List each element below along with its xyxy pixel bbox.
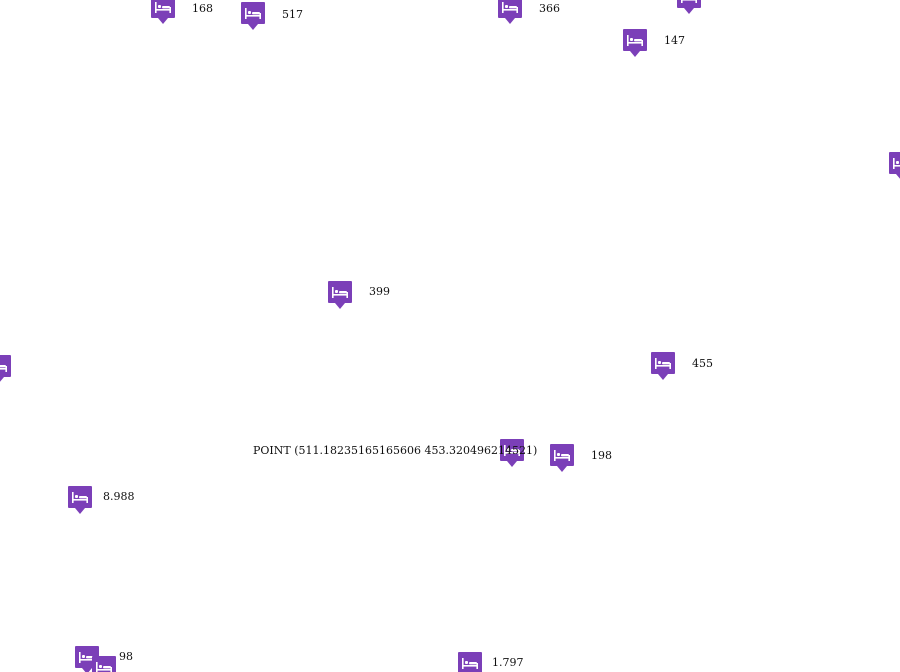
hotel-bed-icon <box>677 0 701 14</box>
marker-label: 168 <box>192 2 213 15</box>
point-wkt-label: POINT (511.18235165165606 453.3204962145… <box>253 444 538 457</box>
hotel-bed-icon <box>0 355 11 383</box>
hotel-marker[interactable] <box>92 656 116 672</box>
hotel-bed-icon <box>623 29 647 57</box>
hotel-bed-icon <box>328 281 352 309</box>
hotel-bed-icon <box>651 352 675 380</box>
hotel-marker[interactable] <box>458 652 482 672</box>
marker-label: 399 <box>369 285 390 298</box>
hotel-marker[interactable] <box>328 281 352 309</box>
hotel-marker[interactable] <box>0 355 11 383</box>
hotel-bed-icon <box>889 152 900 180</box>
marker-label: 1.797 <box>492 656 524 669</box>
hotel-bed-icon <box>241 2 265 30</box>
marker-label: 8.988 <box>103 490 135 503</box>
marker-label: 147 <box>664 34 685 47</box>
hotel-bed-icon <box>458 652 482 672</box>
hotel-marker[interactable] <box>151 0 175 24</box>
hotel-marker[interactable] <box>550 444 574 472</box>
marker-label: 198 <box>591 449 612 462</box>
hotel-marker[interactable] <box>241 2 265 30</box>
hotel-marker[interactable] <box>889 152 900 180</box>
hotel-marker[interactable] <box>651 352 675 380</box>
hotel-marker[interactable] <box>68 486 92 514</box>
marker-label: 366 <box>539 2 560 15</box>
marker-label: 455 <box>692 357 713 370</box>
marker-label: 517 <box>282 8 303 21</box>
hotel-bed-icon <box>68 486 92 514</box>
hotel-bed-icon <box>151 0 175 24</box>
hotel-marker[interactable] <box>623 29 647 57</box>
marker-label: 98 <box>119 650 133 663</box>
hotel-bed-icon <box>550 444 574 472</box>
hotel-marker[interactable] <box>498 0 522 24</box>
hotel-marker[interactable] <box>677 0 701 14</box>
hotel-bed-icon <box>498 0 522 24</box>
hotel-bed-icon <box>92 656 116 672</box>
